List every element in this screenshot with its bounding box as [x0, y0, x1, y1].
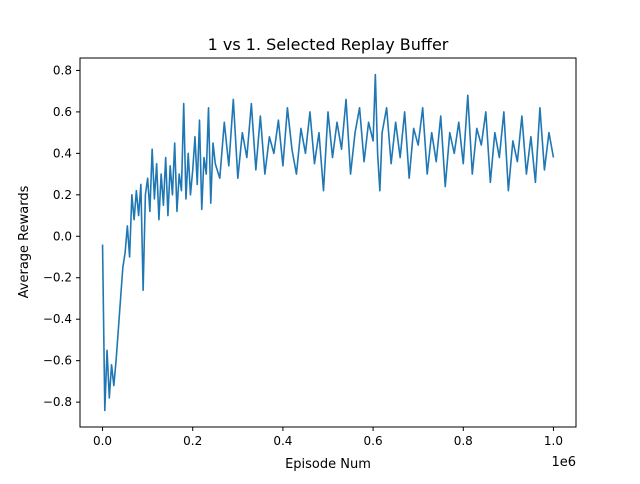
y-tick-label: 0.2: [53, 188, 72, 202]
plot-area-frame: [79, 57, 577, 428]
x-tick-label: 0.2: [183, 434, 202, 448]
y-tick-label: 0.6: [53, 105, 72, 119]
y-tick-label: 0.0: [53, 229, 72, 243]
x-axis-offset-label: 1e6: [551, 455, 576, 470]
x-tick-label: 0.8: [454, 434, 473, 448]
x-axis-label: Episode Num: [285, 457, 371, 472]
y-tick-label: −0.8: [43, 395, 72, 409]
y-tick-label: −0.6: [43, 354, 72, 368]
series-line-0: [101, 73, 555, 412]
x-tick-label: 0.0: [93, 434, 112, 448]
y-tick-label: −0.2: [43, 271, 72, 285]
y-axis-label: Average Rewards: [17, 185, 32, 298]
x-tick-label: 0.6: [364, 434, 383, 448]
chart-title: 1 vs 1. Selected Replay Buffer: [208, 35, 449, 54]
y-tick-label: −0.4: [43, 312, 72, 326]
y-tick-label: 0.8: [53, 63, 72, 77]
x-tick-label: 0.4: [273, 434, 292, 448]
series-layer: [101, 73, 555, 412]
x-tick-label: 1.0: [544, 434, 563, 448]
y-tick-label: 0.4: [53, 146, 72, 160]
axis-ticks: 0.0 0.2 0.4 0.6 0.8 1.0 −0.8 −0.6 −0.4 −0.2 0.0 0.2…: [43, 63, 563, 448]
